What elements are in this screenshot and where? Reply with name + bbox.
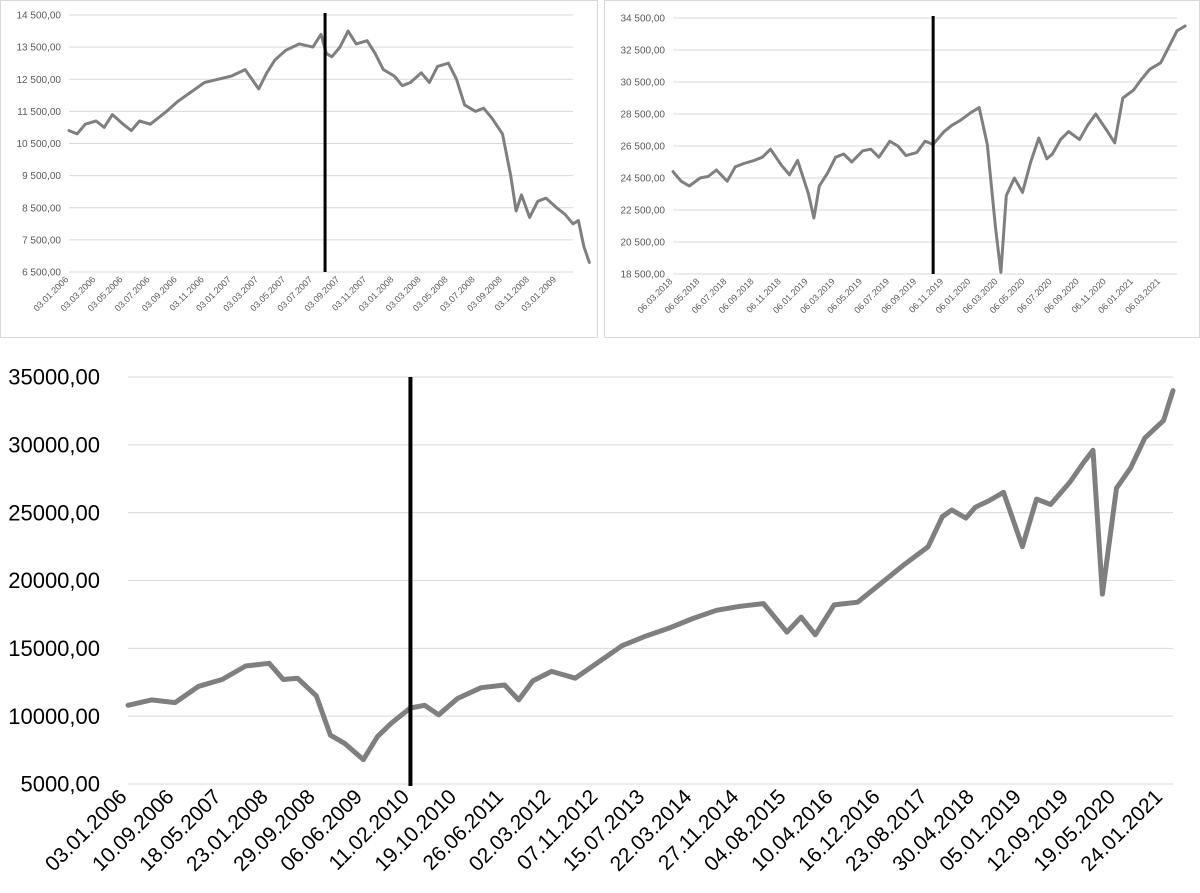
line-chart-b: 18 500,00 20 500,00 22 500,00 24 500,00 26 5… — [621, 14, 1187, 315]
y-tick-label: 10000,00 — [8, 704, 100, 729]
chart-panel-dax-2006-2009: 6 500,00 7 500,00 8 500,00 9 500,00 10 500,0… — [0, 0, 598, 338]
y-tick-label: 30000,00 — [8, 433, 100, 458]
y-tick-label: 32 500,00 — [621, 46, 666, 57]
y-tick-label: 20000,00 — [8, 568, 100, 593]
y-tick-label: 25000,00 — [8, 500, 100, 525]
y-tick-label: 35000,00 — [8, 365, 100, 390]
y-tick-label: 26 500,00 — [621, 142, 666, 153]
y-tick-label: 12 500,00 — [17, 75, 62, 86]
y-tick-label: 20 500,00 — [621, 238, 666, 249]
series-line — [671, 24, 1187, 274]
y-tick-label: 30 500,00 — [621, 78, 666, 89]
series-line — [67, 29, 591, 264]
y-tick-label: 8 500,00 — [22, 203, 61, 214]
chart-panel-full-2006-2021: 5000,00 10000,00 15000,00 20000,00 25000,00 3… — [0, 341, 1200, 893]
chart-panel-dow-2018-2021: 18 500,00 20 500,00 22 500,00 24 500,00 26 5… — [604, 0, 1200, 338]
line-chart-a: 6 500,00 7 500,00 8 500,00 9 500,00 10 500,0… — [17, 11, 591, 313]
y-tick-label: 9 500,00 — [22, 171, 61, 182]
y-tick-label: 28 500,00 — [621, 110, 666, 121]
y-tick-label: 34 500,00 — [621, 14, 666, 25]
series-line — [125, 388, 1176, 763]
y-tick-label: 10 500,00 — [17, 139, 62, 150]
y-tick-label: 14 500,00 — [17, 11, 62, 22]
y-tick-label: 22 500,00 — [621, 206, 666, 217]
y-tick-label: 24 500,00 — [621, 174, 666, 185]
y-tick-label: 5000,00 — [20, 772, 100, 797]
y-tick-label: 13 500,00 — [17, 43, 62, 54]
y-tick-label: 7 500,00 — [22, 235, 61, 246]
line-chart-c: 5000,00 10000,00 15000,00 20000,00 25000,00 3… — [8, 365, 1176, 876]
y-tick-label: 11 500,00 — [17, 107, 61, 118]
y-tick-label: 6 500,00 — [22, 268, 61, 279]
y-tick-label: 18 500,00 — [621, 270, 666, 281]
y-tick-label: 15000,00 — [8, 636, 100, 661]
